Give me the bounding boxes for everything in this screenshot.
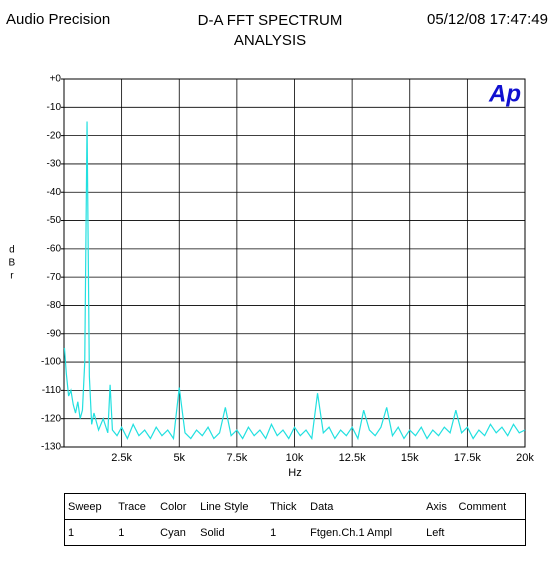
table-header: Sweep Trace Color Line Style Thick Data Axis Co…: [64, 493, 526, 520]
header-right: 05/12/08 17:47:49: [427, 11, 548, 28]
y-tick-label: -10: [47, 102, 62, 113]
y-tick-label: -100: [41, 357, 61, 368]
y-tick-label: -110: [42, 385, 62, 396]
table-cell: Sweep: [64, 493, 116, 520]
chart-title: D-A FFT SPECTRUM ANALYSIS: [197, 12, 343, 49]
x-tick-label: 20k: [516, 452, 534, 464]
table-cell: Left: [426, 526, 445, 539]
y-tick-label: +0: [50, 74, 62, 85]
header-left: Audio Precision: [6, 11, 111, 28]
y-tick-label: -50: [47, 215, 62, 226]
table-cell: 1: [118, 526, 125, 539]
table-cell: Cyan: [160, 526, 186, 539]
table-cell: Axis: [423, 493, 456, 520]
x-tick-label: 2.5k: [111, 452, 132, 464]
table-cell: Thick: [267, 493, 308, 520]
x-tick-label: 17.5k: [454, 452, 481, 464]
table-row: 1 1 Cyan Solid 1 Ftgen.Ch.1 Ampl Left: [65, 520, 526, 546]
x-tick-label: 7.5k: [226, 452, 247, 464]
y-tick-label: -40: [47, 187, 62, 198]
table-cell: Data: [307, 493, 424, 520]
logo: Ap: [488, 80, 521, 107]
y-tick-label: -120: [41, 413, 61, 424]
spectrum-line: [63, 121, 526, 441]
table-cell: Trace: [115, 493, 158, 520]
table-cell: 1: [270, 526, 277, 539]
x-tick-label: 5k: [173, 452, 185, 464]
table-cell: Line Style: [197, 493, 268, 520]
table-cell: Color: [157, 493, 198, 520]
table-cell: Ftgen.Ch.1 Ampl: [310, 526, 393, 539]
x-tick-label: 15k: [401, 452, 419, 464]
y-tick-label: -30: [47, 159, 62, 170]
table-cell: [456, 520, 526, 546]
legend-table: Sweep Trace Color Line Style Thick Data Axis Co…: [64, 493, 526, 546]
table-cell: Comment: [455, 493, 526, 520]
x-axis-label: Hz: [288, 467, 301, 479]
chart: Ap dBr Hz +0 -10 -20 -30 -40 -50 -60 -70 -80 -90 -…: [6, 74, 534, 479]
y-tick-label: -90: [47, 328, 62, 339]
y-tick-label: -130: [41, 442, 61, 453]
table-cell: Solid: [200, 526, 225, 539]
x-tick-label: 10k: [286, 452, 304, 464]
y-tick-label: -20: [47, 130, 62, 141]
y-tick-label: -60: [47, 243, 62, 254]
y-tick-label: -80: [47, 300, 62, 311]
table-cell: 1: [68, 526, 75, 539]
y-tick-label: -70: [47, 272, 62, 283]
y-axis-label: dBr: [6, 245, 17, 284]
x-tick-label: 12.5k: [339, 452, 366, 464]
